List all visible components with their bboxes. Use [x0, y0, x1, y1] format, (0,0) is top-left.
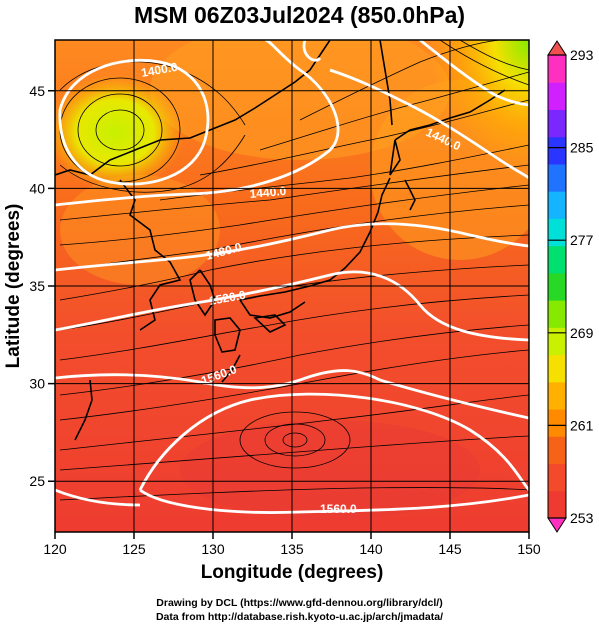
colorbar-tick-label: 293: [570, 47, 594, 63]
colorbar-segment: [548, 218, 566, 247]
colorbar-top-extend: [547, 40, 567, 56]
contour-label: 1560.0: [320, 502, 357, 516]
colorbar-tick-label: 285: [570, 140, 594, 156]
colorbar-segment: [548, 109, 566, 138]
colorbar-segment: [548, 381, 566, 410]
contour-label: 1520.0: [208, 288, 247, 308]
x-tick-label: 135: [280, 541, 304, 557]
y-tick-label: 35: [29, 278, 45, 294]
y-tick-label: 25: [29, 473, 45, 489]
y-tick-label: 30: [29, 376, 45, 392]
colorbar-segment: [548, 409, 566, 437]
y-tick-label: 40: [29, 180, 45, 196]
colorbar-tick-label: 269: [570, 325, 594, 341]
y-axis-ticks: 25 30 35 40 45: [29, 83, 55, 489]
colorbar-tick-label: 277: [570, 232, 594, 248]
chart-title: MSM 06Z03Jul2024 (850.0hPa): [133, 2, 466, 28]
height-contours: [55, 40, 529, 514]
x-tick-label: 130: [201, 541, 225, 557]
colorbar-segment: [548, 327, 566, 356]
x-tick-label: 150: [517, 541, 541, 557]
credit-data: Data from http://database.rish.kyoto-u.a…: [155, 611, 444, 623]
gridlines: [54, 40, 530, 532]
contour-label: 1400.0: [140, 60, 179, 80]
colorbar-segment: [548, 354, 566, 383]
x-axis-ticks: 120 125 130 135 140 145 150: [43, 532, 541, 557]
colorbar-tick-label: 261: [570, 417, 594, 433]
colorbar-segment: [548, 191, 566, 219]
x-tick-label: 120: [43, 541, 67, 557]
x-tick-label: 140: [359, 541, 383, 557]
colorbar-segment: [548, 163, 566, 192]
y-tick-label: 45: [29, 83, 45, 99]
colorbar-segment: [548, 272, 566, 301]
colorbar-bottom-extend: [547, 517, 567, 533]
colorbar-segment: [548, 136, 566, 165]
colorbar-segment: [548, 436, 566, 465]
credit-drawing: Drawing by DCL (https://www.gfd-dennou.o…: [156, 597, 443, 609]
colorbar-segment: [548, 245, 566, 274]
colorbar-ticks: 293 285 277 269 261 253: [548, 47, 594, 526]
colorbar-segment: [548, 463, 566, 492]
colorbar-tick-label: 253: [570, 510, 594, 526]
y-axis-label: Latitude (degrees): [3, 204, 24, 369]
x-tick-label: 145: [438, 541, 462, 557]
colorbar-segment: [548, 490, 566, 519]
colorbar: [547, 40, 567, 533]
x-axis-label: Longitude (degrees): [201, 562, 384, 583]
colorbar-segment: [548, 82, 566, 110]
colorbar-segment: [548, 55, 566, 83]
x-tick-label: 125: [122, 541, 146, 557]
colorbar-segment: [548, 300, 566, 328]
temperature-field: [55, 40, 529, 532]
